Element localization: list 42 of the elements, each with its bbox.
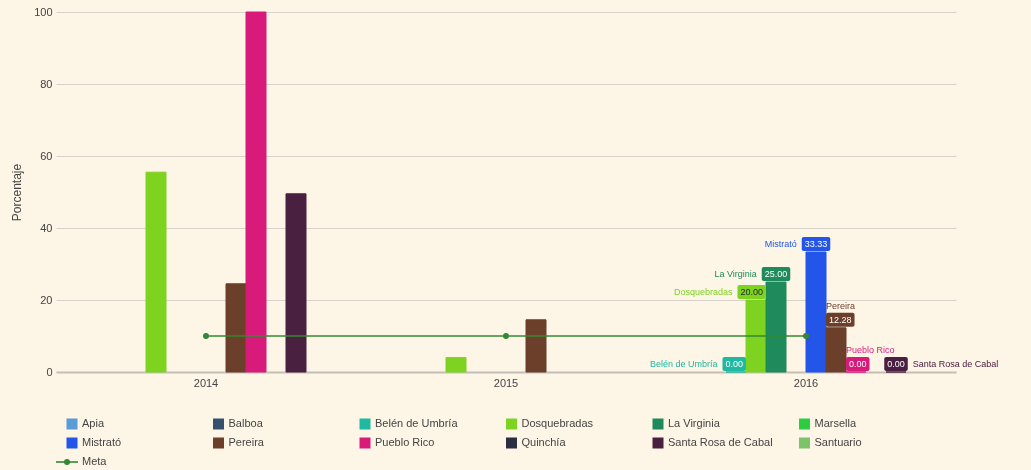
data-label: 20.00 (740, 287, 763, 297)
bar (225, 283, 247, 373)
x-tick-label: 2016 (793, 376, 819, 389)
bar (245, 11, 267, 373)
text: Mistrató (764, 239, 797, 250)
text: Santa Rosa de Cabal (668, 436, 773, 448)
legend-label: Santuario (814, 436, 862, 448)
legend-label: Quinchía (521, 436, 567, 448)
legend-label: Belén de Umbría (375, 417, 459, 429)
bar (285, 193, 307, 373)
legend-label: La Virginia (668, 417, 721, 429)
y-tick-label: 60 (40, 149, 53, 162)
text: Pueblo Rico (846, 345, 895, 355)
legend-label: Apia (82, 417, 105, 429)
legend-label: Meta (82, 455, 108, 467)
text: Dosquebradas (673, 287, 733, 297)
legend-label: Dosquebradas (521, 417, 594, 429)
legend-label: Marsella (814, 417, 857, 429)
legend-label: Pueblo Rico (375, 436, 435, 448)
y-axis-title: Porcentaje (10, 163, 25, 222)
text: La Virginia (714, 269, 757, 279)
y-tick-label: 80 (40, 77, 53, 90)
x-tick-label: 2014 (193, 376, 219, 389)
y-tick-label: 100 (34, 5, 53, 18)
data-label: 0.00 (725, 359, 744, 369)
legend-label: Santa Rosa de Cabal (912, 359, 999, 369)
data-label: 12.28 (829, 314, 852, 325)
text: Belén de Umbría (649, 359, 718, 369)
data-label: 25.00 (764, 269, 788, 279)
x-tick-label: 2015 (493, 376, 519, 389)
bar (525, 319, 547, 373)
legend-label: Mistrató (82, 436, 122, 448)
y-tick-label: 40 (40, 221, 53, 234)
y-tick-label: 20 (40, 293, 53, 306)
y-tick-label: 0 (46, 365, 53, 378)
legend-label: Balboa (228, 417, 264, 429)
legend-label: Pereira (228, 436, 265, 448)
data-label: 33.33 (804, 239, 828, 250)
data-label: 0.00 (887, 359, 905, 369)
bar (145, 171, 167, 373)
bar (445, 357, 467, 373)
data-label: 0.00 (848, 359, 867, 369)
